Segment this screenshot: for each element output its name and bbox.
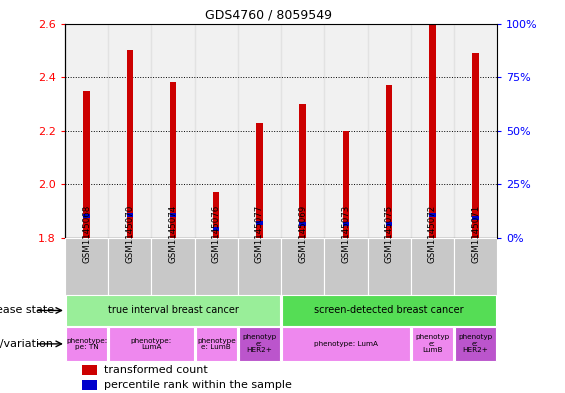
Text: phenotype
e: LumB: phenotype e: LumB [197,338,236,350]
Bar [195,327,237,361]
Bar [299,104,306,238]
Text: genotype/variation: genotype/variation [0,339,54,349]
Bar [66,327,107,361]
Text: GSM1145074: GSM1145074 [168,205,177,263]
Bar [367,24,411,238]
Text: disease state: disease state [0,305,54,316]
Text: GSM1145075: GSM1145075 [385,205,394,263]
Text: GSM1145073: GSM1145073 [341,205,350,263]
Bar [429,213,436,217]
Text: GSM1145072: GSM1145072 [428,205,437,263]
Bar [82,380,97,390]
Bar [411,24,454,238]
Text: phenotyp
e:
HER2+: phenotyp e: HER2+ [242,334,277,353]
Bar [367,238,411,295]
Bar [324,238,368,295]
Bar [257,221,263,225]
Bar [472,53,479,238]
Bar [127,50,133,238]
Bar [343,222,349,226]
Text: phenotyp
e:
LumB: phenotyp e: LumB [415,334,450,353]
Bar [281,238,324,295]
Text: phenotype:
LumA: phenotype: LumA [131,338,172,350]
Bar [429,24,436,238]
Text: GSM1145070: GSM1145070 [125,205,134,263]
Text: transformed count: transformed count [104,365,207,375]
Text: GSM1145068: GSM1145068 [82,205,91,263]
Bar [454,24,497,238]
Bar [84,90,90,238]
Bar [343,130,349,238]
Bar [109,327,194,361]
Bar [82,365,97,375]
Text: phenotype:
pe: TN: phenotype: pe: TN [66,338,107,350]
Bar [257,123,263,238]
Bar [282,296,496,325]
Bar [84,214,90,218]
Bar [238,24,281,238]
Bar [472,216,479,220]
Bar [386,85,392,238]
Bar [411,238,454,295]
Bar [65,238,108,295]
Bar [281,24,324,238]
Bar [194,238,238,295]
Text: percentile rank within the sample: percentile rank within the sample [104,380,292,390]
Bar [151,24,194,238]
Bar [65,24,108,238]
Text: phenotyp
e:
HER2+: phenotyp e: HER2+ [458,334,493,353]
Text: true interval breast cancer: true interval breast cancer [107,305,238,316]
Bar [213,192,219,238]
Bar [386,222,392,226]
Bar [194,24,238,238]
Bar [170,213,176,217]
Text: GSM1145076: GSM1145076 [212,205,221,263]
Bar [66,296,280,325]
Bar [239,327,280,361]
Bar [108,24,151,238]
Text: GSM1145071: GSM1145071 [471,205,480,263]
Text: phenotype: LumA: phenotype: LumA [314,341,378,347]
Bar [324,24,368,238]
Bar [454,238,497,295]
Text: GSM1145077: GSM1145077 [255,205,264,263]
Title: GDS4760 / 8059549: GDS4760 / 8059549 [205,8,332,21]
Bar [299,222,306,226]
Bar [282,327,410,361]
Text: screen-detected breast cancer: screen-detected breast cancer [314,305,464,316]
Bar [151,238,194,295]
Bar [238,238,281,295]
Bar [108,238,151,295]
Text: GSM1145069: GSM1145069 [298,205,307,263]
Bar [213,227,219,231]
Bar [127,213,133,217]
Bar [170,83,176,238]
Bar [455,327,496,361]
Bar [412,327,453,361]
